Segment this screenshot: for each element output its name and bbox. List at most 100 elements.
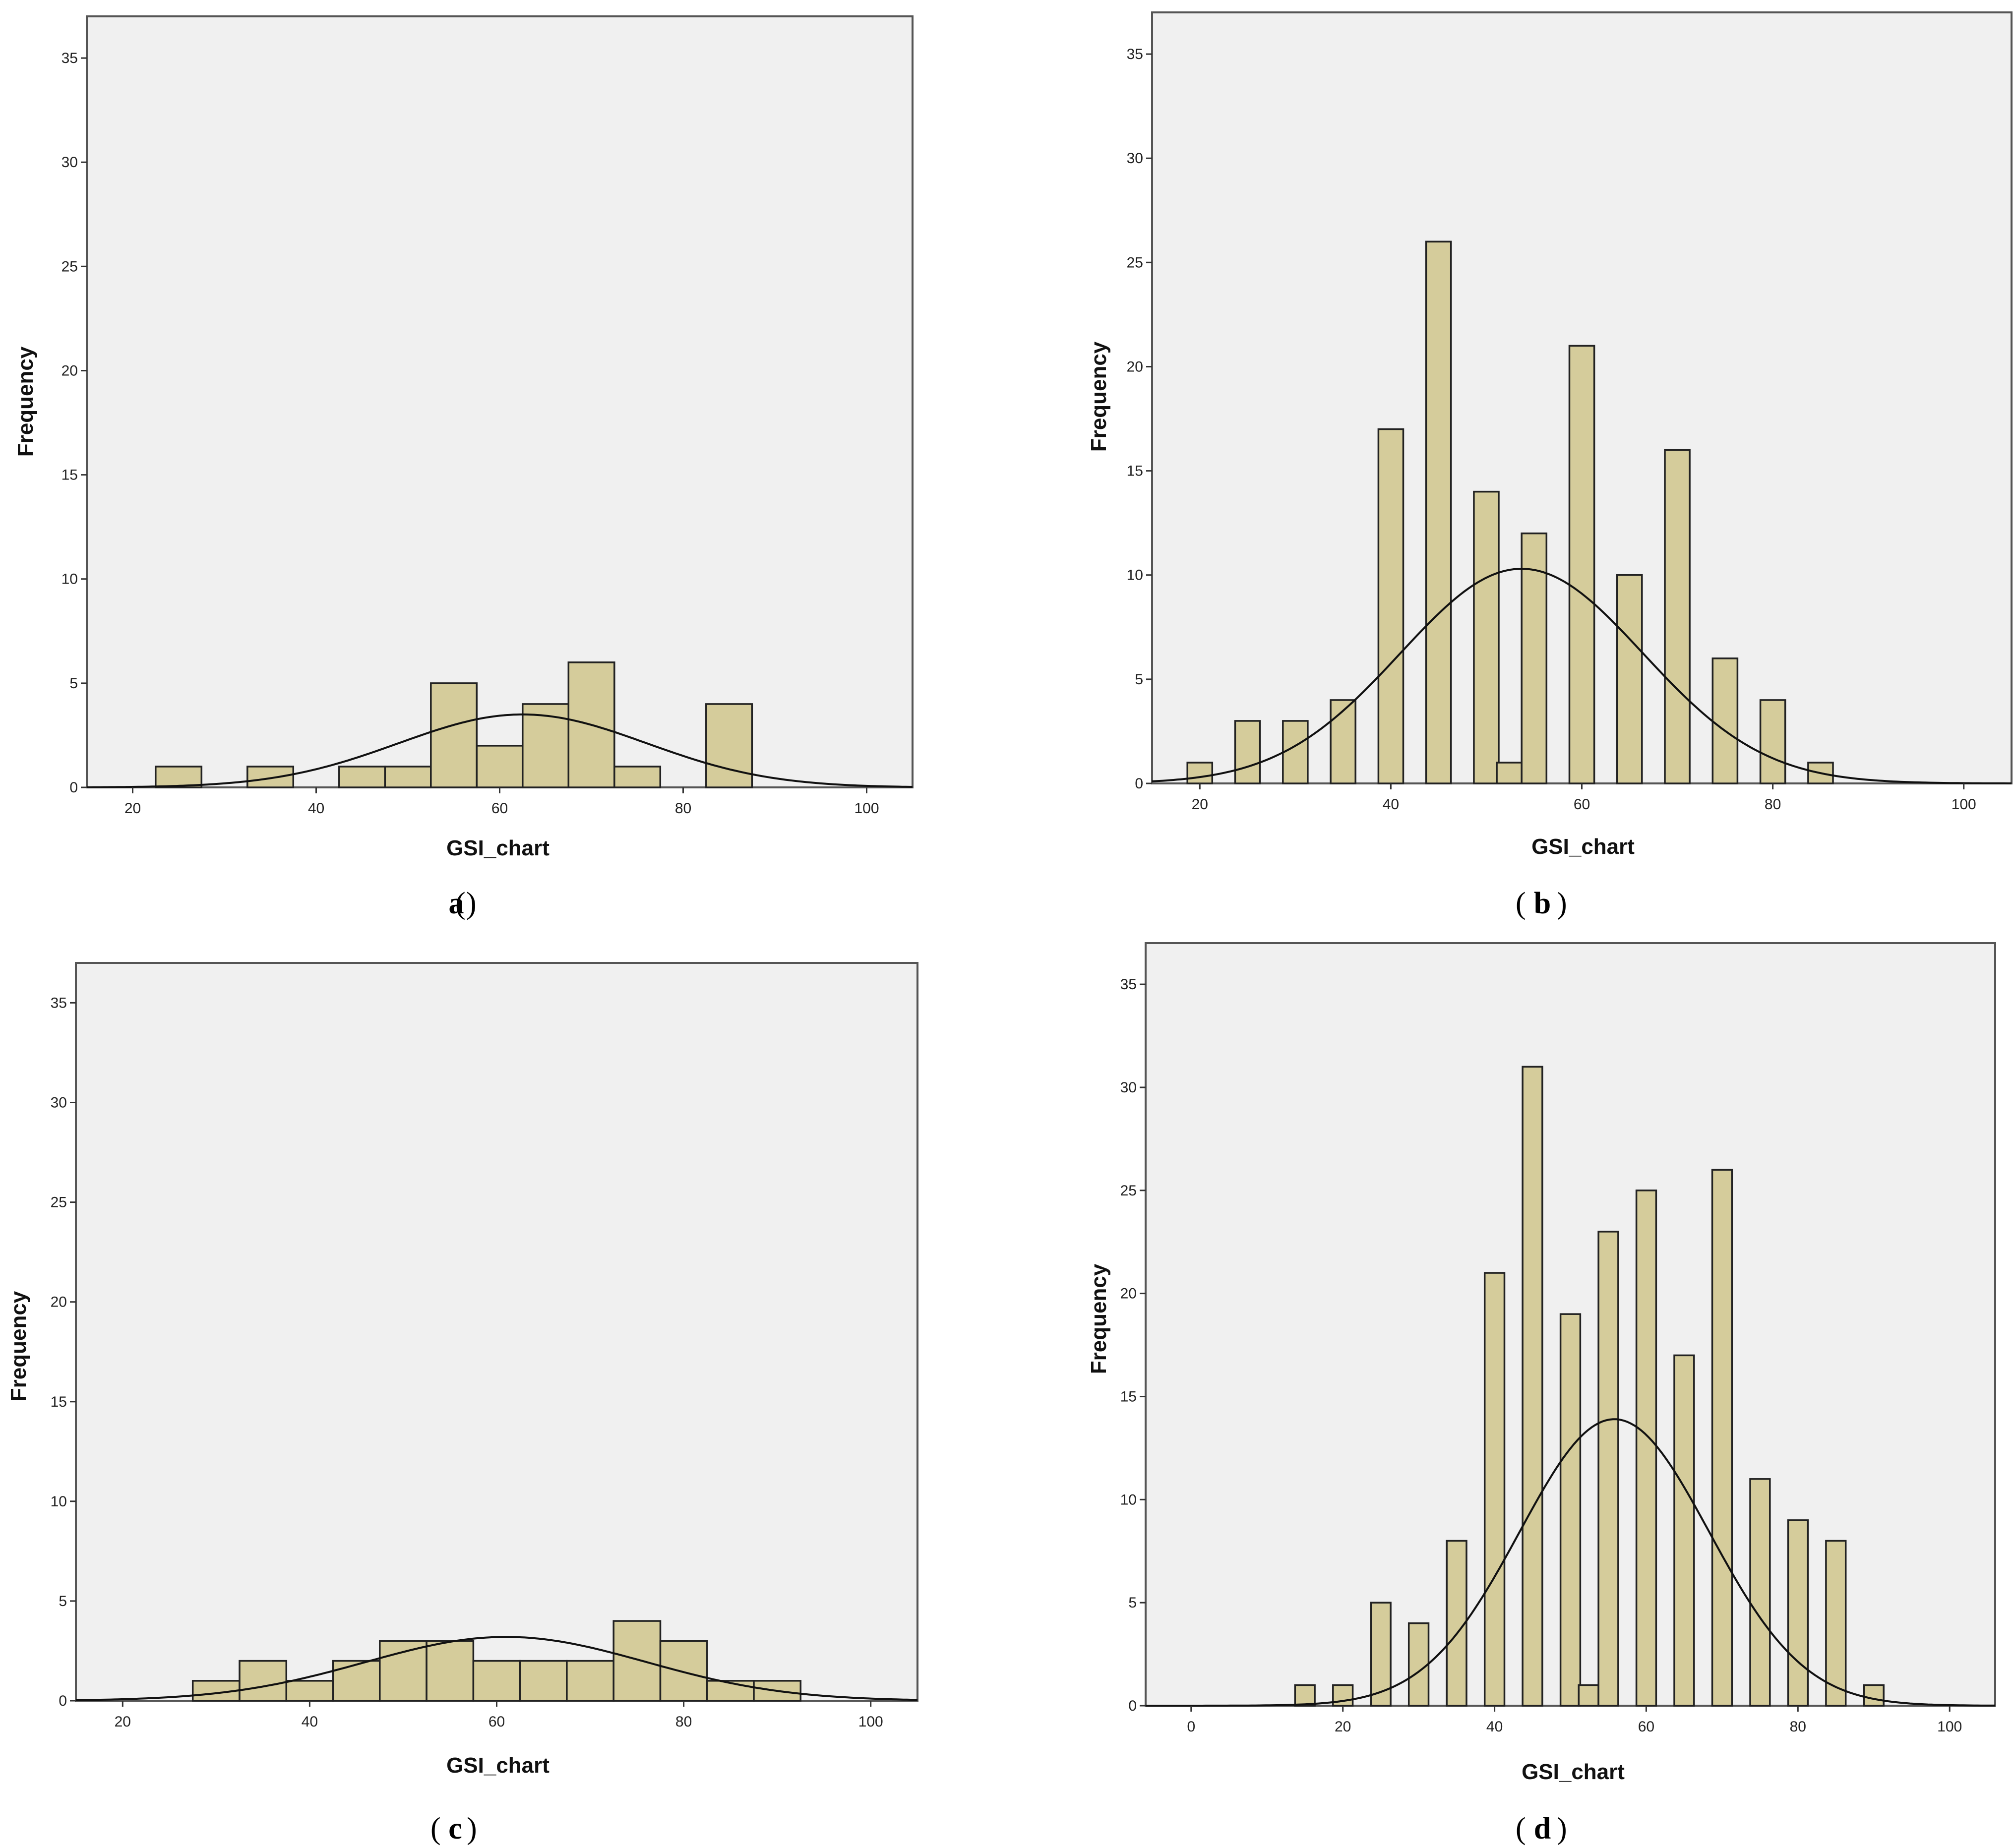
- x-tick-label-40: 40: [1486, 1719, 1503, 1735]
- x-tick-label-40: 40: [1383, 796, 1399, 813]
- x-tick-label-100: 100: [1952, 796, 1976, 813]
- bar-11: [1664, 449, 1691, 784]
- bar-10: [659, 1640, 708, 1702]
- bar-5: [1425, 240, 1452, 784]
- histogram-panel-b: 20 40 60 80 100 0 5 10 15 20 25 30 35 Frequency GSI_…: [1087, 11, 2013, 920]
- y-axis-title: Frequency: [1087, 1263, 1111, 1374]
- bar-0: [155, 766, 203, 788]
- y-tick-label-10: 10: [51, 1493, 67, 1510]
- y-tick-label-30: 30: [1120, 1079, 1137, 1096]
- bar-0: [1186, 762, 1214, 784]
- x-tick-label-60: 60: [1574, 796, 1590, 813]
- bar-14: [1787, 1519, 1809, 1707]
- histogram-panel-d: 0 20 40 60 80 100 0 5 10 15 20 25 30 35 Frequency GSI…: [1087, 942, 1996, 1846]
- svg-text:(: (: [455, 887, 466, 920]
- x-tick-label-20: 20: [1192, 796, 1208, 813]
- svg-text:): ): [467, 1812, 477, 1846]
- y-tick-label-30: 30: [51, 1095, 67, 1111]
- x-tick-label-60: 60: [488, 1714, 505, 1730]
- normal-curve: [1152, 568, 2012, 784]
- bar-12: [1711, 657, 1739, 784]
- histogram-marks: 20 40 60 80 100 0 5 10 15 20 25 30 35: [61, 50, 913, 817]
- bar-8: [1578, 1684, 1599, 1707]
- x-tick-label-80: 80: [1765, 796, 1781, 813]
- histogram-marks: 20 40 60 80 100 0 5 10 15 20 25 30 35: [51, 995, 918, 1730]
- bar-4: [1377, 428, 1404, 784]
- y-tick-label-25: 25: [61, 258, 78, 275]
- bar-13: [1749, 1478, 1771, 1707]
- y-tick-label-15: 15: [1120, 1389, 1137, 1405]
- y-tick-label-25: 25: [1127, 254, 1143, 271]
- y-tick-label-0: 0: [1135, 775, 1143, 792]
- bar-7: [519, 1660, 568, 1702]
- bar-4: [379, 1640, 427, 1702]
- svg-text:): ): [466, 887, 477, 920]
- y-tick-label-0: 0: [69, 779, 78, 796]
- bar-7: [1496, 762, 1523, 784]
- x-tick-label-80: 80: [675, 800, 691, 817]
- bar-1: [239, 1660, 288, 1702]
- y-tick-label-35: 35: [1120, 976, 1137, 993]
- y-tick-label-25: 25: [1120, 1183, 1137, 1199]
- panel-label: ( a ): [449, 887, 477, 920]
- bar-3: [1330, 699, 1356, 784]
- x-axis-title: GSI_chart: [1522, 1760, 1625, 1784]
- svg-text:): ): [1557, 1812, 1567, 1846]
- x-tick-label-40: 40: [302, 1714, 318, 1730]
- x-tick-label-20: 20: [1335, 1719, 1351, 1735]
- x-tick-label-100: 100: [854, 800, 879, 817]
- bar-10: [1635, 1190, 1657, 1707]
- bar-9: [1597, 1231, 1619, 1707]
- bar-11: [1673, 1354, 1695, 1707]
- y-tick-label-15: 15: [51, 1394, 67, 1410]
- panel-label-letter: a: [449, 887, 464, 920]
- histogram-marks: 20 40 60 80 100 0 5 10 15 20 25 30 35: [1127, 46, 2012, 813]
- bar-8: [1521, 532, 1548, 784]
- bar-9: [1568, 345, 1595, 784]
- y-axis-title: Frequency: [13, 346, 38, 457]
- y-tick-label-5: 5: [69, 675, 78, 692]
- svg-text:(: (: [430, 1812, 441, 1846]
- x-tick-label-60: 60: [1638, 1719, 1654, 1735]
- x-tick-label-20: 20: [124, 800, 141, 817]
- bar-6: [472, 1660, 521, 1702]
- y-tick-label-35: 35: [61, 50, 78, 66]
- bar-2: [285, 1680, 334, 1702]
- bar-8: [566, 1660, 614, 1702]
- histogram-marks: 0 20 40 60 80 100 0 5 10 15 20 25 30 35: [1120, 976, 1995, 1735]
- y-tick-label-15: 15: [1127, 463, 1143, 479]
- x-tick-label-80: 80: [675, 1714, 692, 1730]
- normal-curve: [87, 713, 913, 788]
- y-tick-label-10: 10: [1120, 1491, 1137, 1508]
- panel-label: ( d ): [1516, 1812, 1567, 1846]
- panel-label-letter: d: [1534, 1812, 1551, 1846]
- y-tick-label-25: 25: [51, 1194, 67, 1211]
- bar-16: [1863, 1684, 1885, 1707]
- bar-1: [246, 766, 295, 788]
- x-tick-label-100: 100: [858, 1714, 883, 1730]
- y-axis-title: Frequency: [1087, 341, 1111, 452]
- panel-label-letter: c: [448, 1812, 462, 1846]
- svg-text:(: (: [1516, 1812, 1526, 1846]
- x-tick-label-20: 20: [115, 1714, 131, 1730]
- bar-2: [338, 766, 386, 788]
- y-tick-label-10: 10: [61, 571, 78, 588]
- y-tick-label-30: 30: [61, 154, 78, 171]
- bar-3: [332, 1660, 381, 1702]
- x-axis-title: GSI_chart: [446, 836, 550, 860]
- y-tick-label-35: 35: [51, 995, 67, 1011]
- x-tick-label-40: 40: [308, 800, 324, 817]
- y-tick-label-10: 10: [1127, 567, 1143, 584]
- y-tick-label-20: 20: [61, 363, 78, 379]
- y-tick-label-0: 0: [59, 1693, 67, 1709]
- y-tick-label-5: 5: [1128, 1595, 1137, 1611]
- panel-label: ( c ): [430, 1812, 477, 1846]
- bar-15: [1825, 1540, 1847, 1707]
- bar-5: [1483, 1272, 1506, 1707]
- x-axis-title: GSI_chart: [1531, 835, 1635, 859]
- y-tick-label-15: 15: [61, 467, 78, 483]
- y-tick-label-30: 30: [1127, 150, 1143, 167]
- bar-7: [1559, 1313, 1582, 1707]
- histogram-panel-a: 20 40 60 80 100 0 5 10 15 20 25 30 35 Frequency GSI_…: [13, 15, 914, 920]
